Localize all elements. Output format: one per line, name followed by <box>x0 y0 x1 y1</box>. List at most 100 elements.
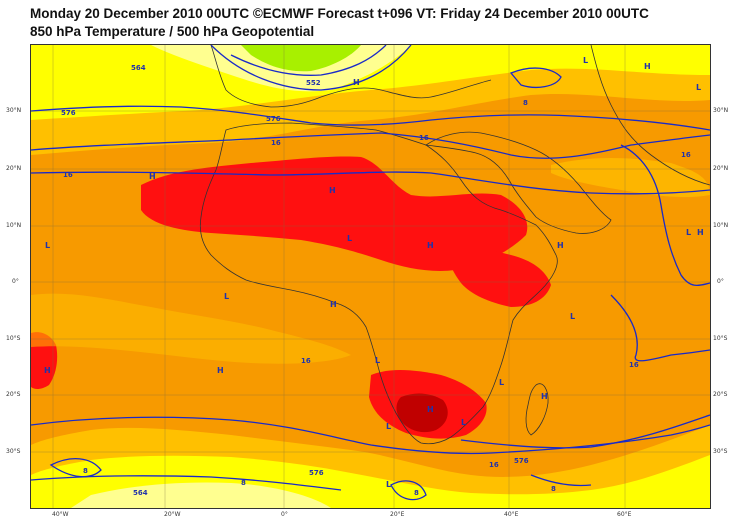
contour-label-8-a: 8 <box>523 99 528 107</box>
contour-8-north <box>509 67 562 88</box>
contour-labels: 564 552 576 576 16 16 16 16 8 16 16 576 … <box>61 64 691 497</box>
contour-label-16-a: 16 <box>271 139 281 147</box>
contour-576-south <box>31 416 710 455</box>
contour-label-16-c: 16 <box>419 134 429 142</box>
temperature-shading <box>31 45 710 508</box>
lat-label-30s-right: 30°S <box>713 448 728 455</box>
center-13: L <box>224 292 229 301</box>
center-6: L <box>45 241 50 250</box>
lon-label-20w-bottom: 20°W <box>164 511 181 518</box>
center-17: L <box>375 356 380 365</box>
contour-label-564: 564 <box>131 64 146 72</box>
lat-label-10s-right: 10°S <box>713 335 728 342</box>
map-canvas: 564 552 576 576 16 16 16 16 8 16 16 576 … <box>31 45 710 508</box>
contour-8-se <box>530 474 592 487</box>
contour-label-552: 552 <box>306 79 321 87</box>
center-23: H <box>541 392 548 401</box>
left-lat-labels: 30°N 20°N 10°N 0° 10°S 20°S 30°S <box>6 107 21 455</box>
contour-576-north <box>31 105 710 131</box>
lon-label-40e-bottom: 40°E <box>504 511 519 518</box>
contour-552 <box>230 45 387 76</box>
coast-africa <box>199 122 558 445</box>
geopotential-contours <box>31 45 710 501</box>
lon-label-40w-bottom: 40°W <box>52 511 69 518</box>
center-18: H <box>217 366 224 375</box>
lon-label-60e-bottom: 60°E <box>617 511 632 518</box>
contour-label-564-b: 564 <box>133 489 148 497</box>
contour-east-loop <box>620 144 710 287</box>
contour-16-east <box>610 294 710 362</box>
lat-label-10n-right: 10°N <box>713 222 728 229</box>
center-3: L <box>696 83 701 92</box>
lat-label-20s-right: 20°S <box>713 391 728 398</box>
center-8: L <box>347 234 352 243</box>
center-21: H <box>427 405 434 414</box>
lat-label-0-right: 0° <box>717 278 724 285</box>
lat-label-0: 0° <box>12 278 19 285</box>
title-line-1: Monday 20 December 2010 00UTC ©ECMWF For… <box>30 6 649 21</box>
contour-8-south-mid <box>390 480 427 501</box>
coast-europe <box>210 45 492 108</box>
contour-16-north <box>31 132 710 159</box>
center-14: H <box>330 300 337 309</box>
center-15: L <box>570 312 575 321</box>
shade-east-africa-hot <box>449 247 551 307</box>
coast-asia <box>590 45 710 186</box>
center-7: H <box>329 186 336 195</box>
lat-label-10n: 10°N <box>6 222 21 229</box>
contour-label-16-b: 16 <box>63 171 73 179</box>
pressure-centers: H L L H H L H L H H L H L H L H L H L L … <box>44 56 704 489</box>
center-24: L <box>386 480 391 489</box>
contour-label-8-c: 8 <box>241 479 246 487</box>
contour-564-north <box>210 45 412 91</box>
shade-south-pale <box>71 482 331 508</box>
lon-label-0-bottom: 0° <box>281 511 288 518</box>
center-19: L <box>499 378 504 387</box>
bottom-lon-labels: 40°W 20°W 0° 20°E 40°E 60°E <box>52 511 632 518</box>
center-5: H <box>149 172 156 181</box>
graticule <box>31 45 710 508</box>
coast-madagascar <box>525 383 549 436</box>
lon-label-20e-bottom: 20°E <box>390 511 405 518</box>
contour-label-16-g: 16 <box>489 461 499 469</box>
center-1: H <box>353 78 360 87</box>
contour-label-576-b: 576 <box>61 109 76 117</box>
contour-label-16-e: 16 <box>301 357 311 365</box>
right-lat-labels: 30°N 20°N 10°N 0° 10°S 20°S 30°S <box>713 107 728 455</box>
weather-map: 564 552 576 576 16 16 16 16 8 16 16 576 … <box>30 44 711 509</box>
lat-label-20n-right: 20°N <box>713 165 728 172</box>
contour-label-576-d: 576 <box>514 457 529 465</box>
contour-label-576-a: 576 <box>266 115 281 123</box>
contour-label-8-e: 8 <box>551 485 556 493</box>
center-22: L <box>461 418 466 427</box>
shade-sahara-hot <box>141 156 528 271</box>
contour-16-south <box>460 414 710 449</box>
contour-label-16-f: 16 <box>629 361 639 369</box>
shade-south-africa-very-hot <box>396 393 448 433</box>
shade-north-green <box>241 45 361 72</box>
lat-label-30s: 30°S <box>6 448 21 455</box>
lat-label-10s: 10°S <box>6 335 21 342</box>
center-11: L <box>686 228 691 237</box>
title-line-2: 850 hPa Temperature / 500 hPa Geopotenti… <box>30 24 315 39</box>
center-9: H <box>427 241 434 250</box>
shade-mid-light-patch <box>31 293 351 364</box>
contour-label-16-d: 16 <box>681 151 691 159</box>
center-2: L <box>583 56 588 65</box>
lat-label-30n: 30°N <box>6 107 21 114</box>
lat-label-20s: 20°S <box>6 391 21 398</box>
center-20: L <box>386 422 391 431</box>
contour-label-576-c: 576 <box>309 469 324 477</box>
contour-label-8-b: 8 <box>83 467 88 475</box>
lat-label-30n-right: 30°N <box>713 107 728 114</box>
contour-16-mid <box>31 171 710 195</box>
coastlines <box>199 45 710 445</box>
center-12: H <box>697 228 704 237</box>
contour-label-8-d: 8 <box>414 489 419 497</box>
center-16: H <box>44 366 51 375</box>
coast-arabia <box>424 131 612 234</box>
contour-8-south-west <box>49 458 102 478</box>
center-10: H <box>557 241 564 250</box>
center-4: H <box>644 62 651 71</box>
lat-label-20n: 20°N <box>6 165 21 172</box>
